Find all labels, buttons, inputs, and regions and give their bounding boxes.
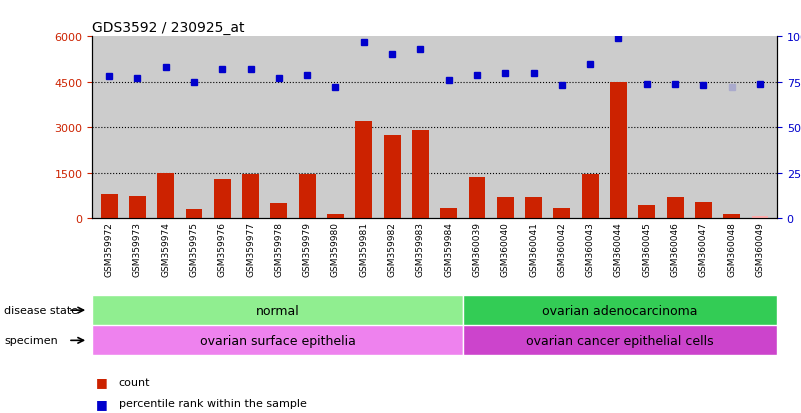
Bar: [356, 122, 372, 219]
Bar: [186, 210, 203, 219]
Text: ovarian adenocarcinoma: ovarian adenocarcinoma: [542, 304, 698, 317]
Bar: [92, 295, 463, 325]
Text: GDS3592 / 230925_at: GDS3592 / 230925_at: [92, 21, 244, 35]
Text: ■: ■: [96, 375, 108, 389]
Bar: [242, 175, 259, 219]
Text: ovarian cancer epithelial cells: ovarian cancer epithelial cells: [526, 334, 714, 347]
Bar: [157, 173, 174, 219]
Text: disease state: disease state: [4, 305, 78, 316]
Bar: [751, 216, 768, 219]
Bar: [214, 180, 231, 219]
Bar: [695, 202, 712, 219]
Bar: [327, 214, 344, 219]
Bar: [412, 131, 429, 219]
Text: ■: ■: [96, 397, 108, 410]
Bar: [101, 195, 118, 219]
Bar: [638, 205, 655, 219]
Bar: [497, 198, 513, 219]
Bar: [469, 178, 485, 219]
Bar: [525, 198, 542, 219]
Bar: [723, 214, 740, 219]
Bar: [610, 83, 627, 219]
Text: count: count: [119, 377, 150, 387]
Bar: [582, 175, 598, 219]
Bar: [384, 135, 400, 219]
Bar: [666, 198, 683, 219]
Bar: [92, 325, 463, 356]
Bar: [553, 208, 570, 219]
Text: specimen: specimen: [4, 335, 58, 346]
Text: percentile rank within the sample: percentile rank within the sample: [119, 399, 307, 408]
Bar: [463, 325, 777, 356]
Bar: [441, 208, 457, 219]
Bar: [129, 196, 146, 219]
Text: normal: normal: [256, 304, 300, 317]
Bar: [299, 175, 316, 219]
Bar: [271, 204, 288, 219]
Bar: [463, 295, 777, 325]
Text: ovarian surface epithelia: ovarian surface epithelia: [199, 334, 356, 347]
